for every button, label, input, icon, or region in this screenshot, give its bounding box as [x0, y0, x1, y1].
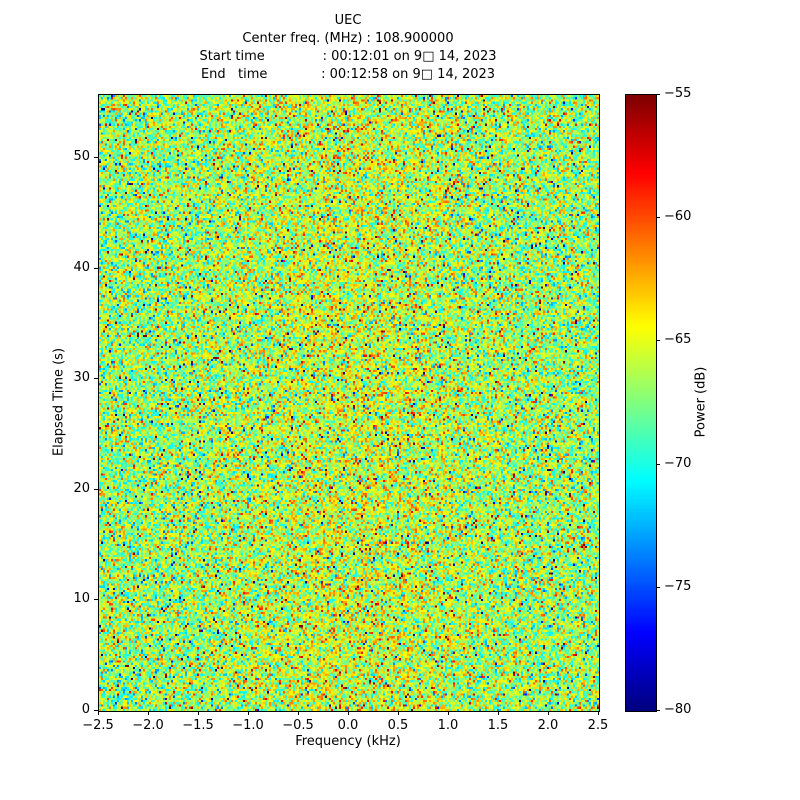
x-tick-mark	[148, 711, 149, 715]
x-tick-mark	[298, 711, 299, 715]
x-tick-label: −2.0	[132, 718, 164, 733]
chart-subtitle-line: End time : 00:12:58 on 9□ 14, 2023	[200, 67, 496, 82]
heatmap-plot-area	[98, 94, 600, 712]
chart-title: UEC	[334, 13, 362, 28]
x-tick-label: −1.0	[232, 718, 264, 733]
y-tick-mark	[94, 488, 98, 490]
x-tick-label: 0.0	[337, 718, 359, 733]
colorbar-tick-label: −70	[664, 455, 692, 471]
x-tick-mark	[448, 711, 449, 715]
x-tick-label: 1.0	[437, 718, 459, 733]
colorbar-tick-mark	[656, 586, 660, 588]
x-tick-label: 2.0	[537, 718, 559, 733]
x-tick-label: 1.5	[487, 718, 509, 733]
x-tick-mark	[498, 711, 499, 715]
y-tick-mark	[94, 378, 98, 380]
x-tick-mark	[98, 711, 99, 715]
y-tick-label: 10	[73, 591, 90, 607]
colorbar-tick-mark	[656, 463, 660, 465]
x-tick-label: −0.5	[282, 718, 314, 733]
y-axis-label: Elapsed Time (s)	[51, 347, 67, 457]
colorbar-label: Power (dB)	[693, 366, 709, 438]
colorbar-canvas	[626, 95, 656, 711]
colorbar-tick-label: −80	[664, 702, 692, 717]
colorbar-tick-label: −60	[664, 209, 692, 225]
x-tick-mark	[598, 711, 599, 715]
x-axis-label: Frequency (kHz)	[295, 734, 401, 749]
y-tick-mark	[94, 599, 98, 601]
x-tick-label: 0.5	[387, 718, 409, 733]
x-tick-mark	[248, 711, 249, 715]
y-tick-mark	[94, 157, 98, 159]
heatmap-canvas	[99, 95, 599, 711]
chart-subtitle-line: Center freq. (MHz) : 108.900000	[242, 31, 454, 46]
y-tick-label: 50	[73, 149, 90, 165]
colorbar-tick-label: −65	[664, 332, 692, 348]
y-tick-label: 40	[73, 259, 90, 275]
y-tick-mark	[94, 267, 98, 269]
colorbar-tick-label: −55	[664, 86, 692, 101]
chart-subtitle-line: Start time : 00:12:01 on 9□ 14, 2023	[199, 49, 497, 64]
x-tick-mark	[348, 711, 349, 715]
y-tick-label: 0	[81, 702, 90, 717]
y-tick-label: 30	[73, 370, 90, 386]
x-tick-mark	[548, 711, 549, 715]
colorbar	[625, 94, 657, 712]
colorbar-tick-mark	[656, 94, 660, 95]
x-tick-label: −1.5	[182, 718, 214, 733]
colorbar-tick-mark	[656, 710, 660, 711]
colorbar-tick-label: −75	[664, 578, 692, 594]
y-tick-label: 20	[73, 480, 90, 496]
colorbar-tick-mark	[656, 340, 660, 342]
x-tick-label: −2.5	[82, 718, 114, 733]
x-tick-label: 2.5	[587, 718, 609, 733]
chart-header: UEC Center freq. (MHz) : 108.900000 Start…	[98, 12, 598, 84]
x-tick-mark	[398, 711, 399, 715]
y-tick-mark	[94, 710, 98, 711]
x-tick-mark	[198, 711, 199, 715]
colorbar-tick-mark	[656, 217, 660, 219]
